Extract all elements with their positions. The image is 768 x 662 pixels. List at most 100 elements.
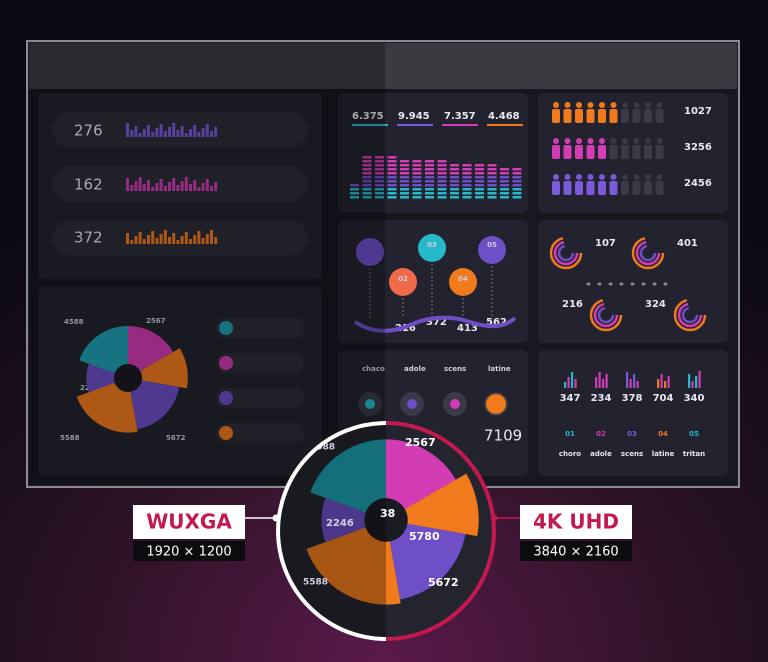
bar-seg <box>387 156 397 159</box>
bar-seg <box>475 180 484 183</box>
ring <box>553 240 579 266</box>
person-body <box>632 145 641 159</box>
bar-seg <box>387 164 397 167</box>
people-value: 1027 <box>684 106 712 117</box>
bar-seg <box>387 188 397 191</box>
mini-bar <box>189 129 192 137</box>
bar-seg <box>412 188 422 191</box>
bar-seg <box>437 192 447 195</box>
pie-slice <box>389 523 466 600</box>
bar-seg <box>400 184 409 187</box>
person-head <box>645 102 651 108</box>
legend-pill <box>216 388 304 408</box>
bar-seg <box>425 184 434 187</box>
person-head <box>633 102 640 108</box>
person-body <box>609 109 618 123</box>
bar-seg <box>362 192 372 195</box>
pie-label: 4588 <box>64 318 84 326</box>
bar-seg <box>475 196 484 199</box>
bar-seg <box>400 164 409 167</box>
mini-bar <box>138 232 142 244</box>
ring-value: 107 <box>595 238 616 249</box>
bar-seg <box>387 192 397 195</box>
mini-bar <box>159 179 163 191</box>
connector-dot <box>272 514 280 522</box>
bar-seg <box>387 172 397 175</box>
column-label: scens <box>621 450 643 458</box>
mini-bar <box>180 181 184 191</box>
person-body <box>598 181 606 195</box>
person-head <box>587 174 594 180</box>
column-label: tritan <box>683 450 705 458</box>
pin <box>478 236 506 264</box>
bar-value: 6.375 <box>352 111 384 122</box>
col-bar <box>564 382 567 388</box>
person-head <box>645 174 651 180</box>
bar-seg <box>500 188 509 191</box>
ring <box>597 306 615 324</box>
ring <box>635 240 661 266</box>
bar-seg <box>512 176 522 179</box>
col-bar <box>626 372 629 388</box>
pie-label: 2567 <box>405 436 436 449</box>
bar-seg <box>437 168 447 171</box>
col-bar <box>657 379 660 388</box>
mini-bar <box>147 180 150 191</box>
bar-seg <box>400 168 409 171</box>
bar-seg <box>462 192 472 195</box>
mini-bar <box>201 128 205 137</box>
circle-dot <box>365 399 375 409</box>
mini-bar <box>130 240 134 244</box>
ring-value: 216 <box>562 299 583 310</box>
ring-value: 324 <box>645 299 666 310</box>
circle-label: scens <box>444 365 466 373</box>
person-head <box>599 174 605 180</box>
col-bar <box>667 376 670 388</box>
bar-seg <box>487 168 497 171</box>
bar-seg <box>437 180 447 183</box>
mini-bar <box>147 125 150 137</box>
low-res-overlay <box>29 43 385 485</box>
wave <box>353 315 517 333</box>
label-box <box>520 505 632 539</box>
bar-seg <box>375 168 384 171</box>
person-head <box>564 138 571 144</box>
bar-seg <box>475 164 484 167</box>
resolution-name: 4K UHD <box>533 510 619 534</box>
person-head <box>587 138 594 144</box>
bar-seg <box>362 172 372 175</box>
pin-label: 04 <box>458 275 468 283</box>
person-head <box>610 174 617 180</box>
person-body <box>575 109 583 123</box>
person-body <box>621 145 629 159</box>
pin-value: 413 <box>457 323 478 334</box>
legend-pill <box>216 423 304 443</box>
person-head <box>622 174 628 180</box>
mini-bar <box>155 183 159 191</box>
legend-dot <box>219 426 233 440</box>
pie-slice <box>321 497 366 543</box>
mini-bar <box>210 131 213 137</box>
bar-seg <box>425 172 434 175</box>
bar-seg <box>437 196 447 199</box>
people-value: 3256 <box>684 142 712 153</box>
bar-seg <box>400 196 409 199</box>
bar-seg <box>412 192 422 195</box>
ring <box>593 302 619 328</box>
person-head <box>553 102 559 108</box>
resolution-name: WUXGA <box>146 510 232 534</box>
bar-seg <box>362 180 372 183</box>
bar-seg <box>412 196 422 199</box>
bar-seg <box>512 192 522 195</box>
column-label: latine <box>652 450 675 458</box>
person-head <box>610 102 617 108</box>
mini-bar <box>134 236 138 244</box>
bar-seg <box>487 180 497 183</box>
mini-bar <box>201 238 205 244</box>
bar-seg <box>375 160 384 163</box>
column-value: 704 <box>653 393 674 404</box>
pie-label: 4588 <box>310 443 335 453</box>
person-body <box>621 109 629 123</box>
mini-bar <box>151 187 155 191</box>
